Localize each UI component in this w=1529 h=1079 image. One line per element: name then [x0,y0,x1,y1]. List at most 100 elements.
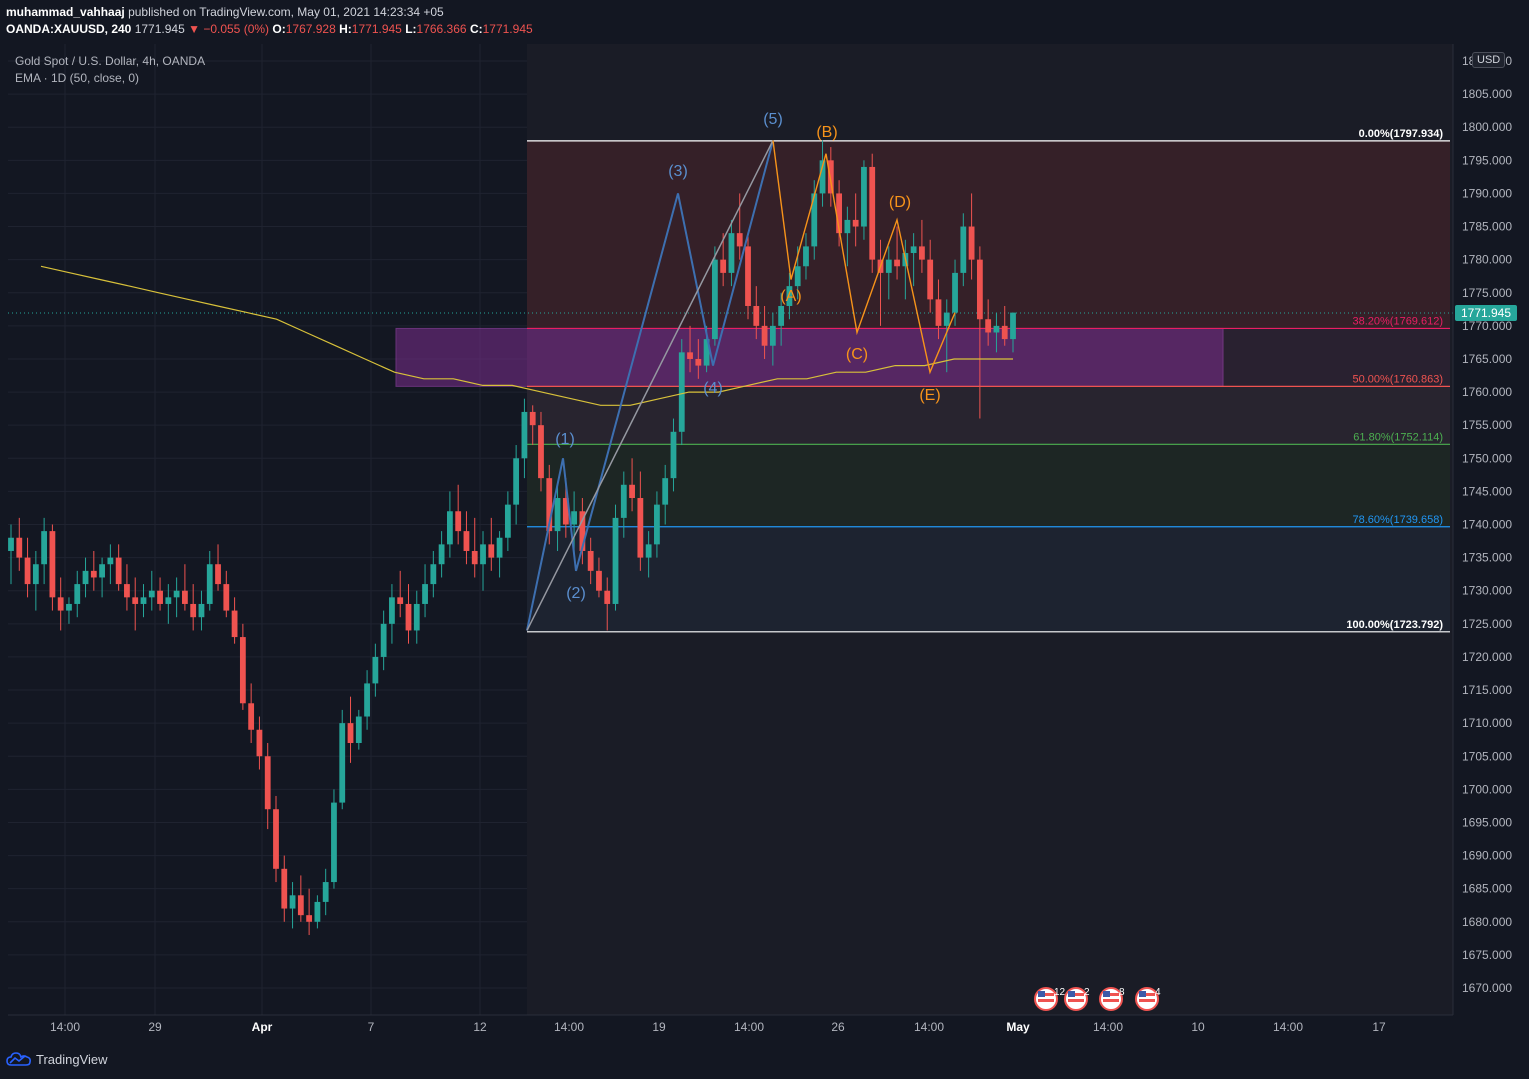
candle-body [297,895,304,916]
candle-body [720,259,727,273]
candle-body [803,246,809,267]
price-tick-label: 1780.000 [1462,253,1512,267]
candle-body [289,895,296,909]
published-text: published on TradingView.com, May 01, 20… [128,5,444,19]
candle-body [869,166,876,260]
candle-body [306,915,313,922]
current-price-tag [1455,304,1517,321]
correction-wave-path [772,140,956,375]
candle-body [919,246,925,260]
us-flag-event-icon: 2 [1064,987,1090,1011]
chart-legend: Gold Spot / U.S. Dollar, 4h, OANDA EMA ·… [15,53,205,87]
candle-body [670,431,677,479]
fib-band [527,386,1450,445]
candle-body [910,246,917,254]
candle-body [413,603,420,631]
candle-body [654,504,660,545]
price-tick-label: 1675.000 [1462,948,1512,962]
time-tick-label: 12 [473,1020,487,1034]
price-tick-label: 1700.000 [1462,782,1512,796]
price-tick-label: 1800.000 [1462,120,1512,134]
economic-events[interactable]: 12 2 8 4 [1034,987,1161,1011]
fib-band [527,444,1450,527]
candle-body [794,266,801,287]
candle-body [488,544,495,558]
candle-body [132,597,139,604]
candle-body [620,484,627,518]
supply-demand-zone [395,327,1224,387]
candle-body [182,590,188,604]
candle-body [206,564,213,604]
fib-label: 50.00%(1760.863) [1352,373,1443,385]
fib-band [527,526,1450,632]
candle-body [339,723,346,803]
price-tick-label: 1775.000 [1462,286,1512,300]
candle-body [885,259,892,273]
candle-body [438,544,445,565]
fib-band [527,140,1450,329]
legend-title[interactable]: Gold Spot / U.S. Dollar, 4h, OANDA [15,54,206,68]
candle-body [711,259,718,340]
us-flag-event-icon: 8 [1099,987,1125,1011]
price-tick-label: 1680.000 [1462,915,1512,929]
price-tick-label: 1705.000 [1462,749,1512,763]
price-tick-label: 1755.000 [1462,418,1512,432]
candle-body [397,597,404,604]
candle-body [496,537,503,558]
elliott-waves: (1) (2) (3) (4) (5) (A) (B) (C) (D) (E) [526,111,956,631]
impulse-wave-path [526,140,774,631]
close-label: C: [469,22,483,36]
tradingview-brand: TradingView [36,1051,108,1067]
time-tick-label: 29 [148,1020,162,1034]
candle-body [703,339,710,366]
candle-body [455,511,462,532]
fib-label: 38.20%(1769.612) [1352,315,1443,327]
candle-body [637,498,644,558]
fib-label: 78.60%(1739.658) [1352,514,1443,526]
time-tick-label: 14:00 [1093,1020,1123,1034]
candle-body [256,729,263,757]
candle-body [935,299,942,326]
candle-body [215,564,221,585]
candle-body [778,305,785,326]
candle-body [662,478,669,505]
price-tick-label: 1795.000 [1462,153,1512,167]
candle-body [480,544,486,565]
time-tick-label: 14:00 [734,1020,764,1034]
candle-body [66,603,72,611]
candle-body [355,716,362,744]
ohlc-line: OANDA:XAUUSD, 240 1771.945 ▼ −0.055 (0%)… [6,22,533,36]
time-axis[interactable]: 14:00 29 Apr 7 12 14:00 19 14:00 26 14:00 May 14:00… [8,1014,1453,1034]
candle-body [115,557,122,585]
time-tick-label: 14:00 [50,1020,80,1034]
candle-body [32,564,39,585]
fib-label: 100.00%(1723.792) [1346,619,1443,631]
price-change: ▼ −0.055 (0%) [188,22,270,36]
price-chart[interactable]: 0.00%(1797.934) 38.20%(1769.612) 50.00%(17… [0,0,1529,1043]
time-tick-label: 26 [831,1020,845,1034]
candle-body [529,411,536,426]
candle-body [463,531,470,551]
price-tick-label: 1740.000 [1462,518,1512,532]
candle-body [124,584,130,598]
candle-body [678,352,685,432]
legend-indicator[interactable]: EMA · 1D (50, close, 0) [15,71,140,85]
price-tick-label: 1790.000 [1462,186,1512,200]
price-tick-label: 1685.000 [1462,882,1512,896]
candle-body [57,597,64,611]
candle-body [190,603,197,618]
close-value: 1771.945 [482,22,533,36]
candle-body [372,656,379,684]
tradingview-logo[interactable]: TradingView [6,1051,108,1067]
candle-body [562,498,569,525]
event-count-label: 12 [1054,987,1066,998]
candle-body [446,511,453,545]
author-name[interactable]: muhammad_vahhaaj [6,5,125,19]
price-tick-label: 1670.000 [1462,981,1512,995]
candle-body [264,756,271,810]
time-tick-label: 14:00 [554,1020,584,1034]
candle-body [405,603,412,631]
currency-badge[interactable]: USD [1472,52,1506,68]
price-axis[interactable]: 1670.000 1675.000 1680.000 1685.000 1690.000… [1452,44,1529,1015]
correction-wave-label: (C) [846,346,868,363]
